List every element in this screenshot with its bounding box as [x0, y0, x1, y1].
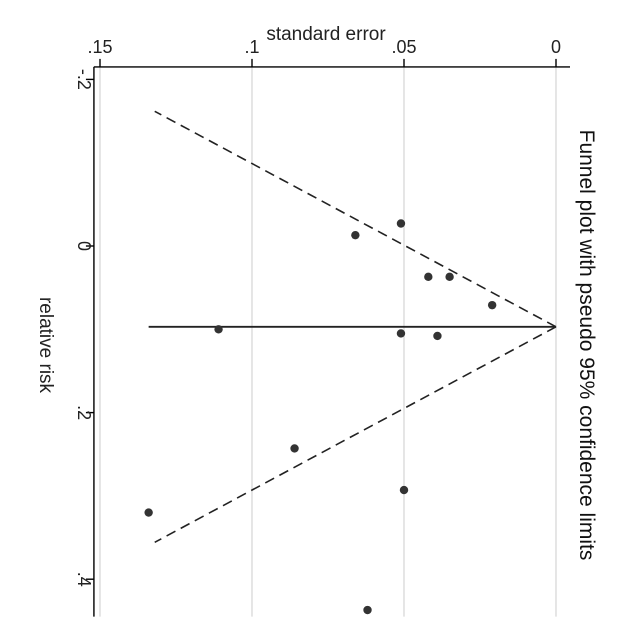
chart-title: Funnel plot with pseudo 95% confidence l… [575, 130, 598, 561]
study-point [363, 605, 372, 615]
y-axis-label: relative risk [35, 297, 56, 394]
plot-frame [93, 66, 570, 617]
confidence-limit-lines [154, 110, 557, 544]
x-tick-label: 0 [551, 37, 561, 57]
y-tick-label: -.2 [74, 69, 94, 90]
study-points [144, 219, 497, 615]
x-axis-ticks: .15 .1 .05 0 [87, 37, 561, 67]
x-tick-label: .1 [244, 37, 259, 57]
y-tick-label: .4 [74, 572, 94, 587]
study-point [399, 485, 409, 495]
x-tick-label: .05 [391, 37, 416, 57]
ci-upper-line [154, 326, 557, 544]
study-point [396, 219, 406, 228]
study-point [487, 300, 497, 310]
study-point [351, 230, 360, 240]
y-tick-label: .2 [74, 405, 94, 420]
grid-lines [99, 66, 557, 617]
study-point [396, 329, 406, 338]
y-axis-ticks: -.2 0 .2 .4 [74, 69, 94, 587]
y-tick-label: 0 [74, 241, 94, 251]
ci-lower-line [154, 110, 557, 328]
study-point [445, 272, 454, 282]
x-axis-label: standard error [266, 24, 386, 45]
study-point [290, 444, 299, 453]
study-point [144, 508, 153, 517]
x-tick-label: .15 [87, 37, 112, 57]
study-point [433, 331, 442, 341]
study-point [214, 325, 223, 334]
study-point [424, 272, 433, 282]
